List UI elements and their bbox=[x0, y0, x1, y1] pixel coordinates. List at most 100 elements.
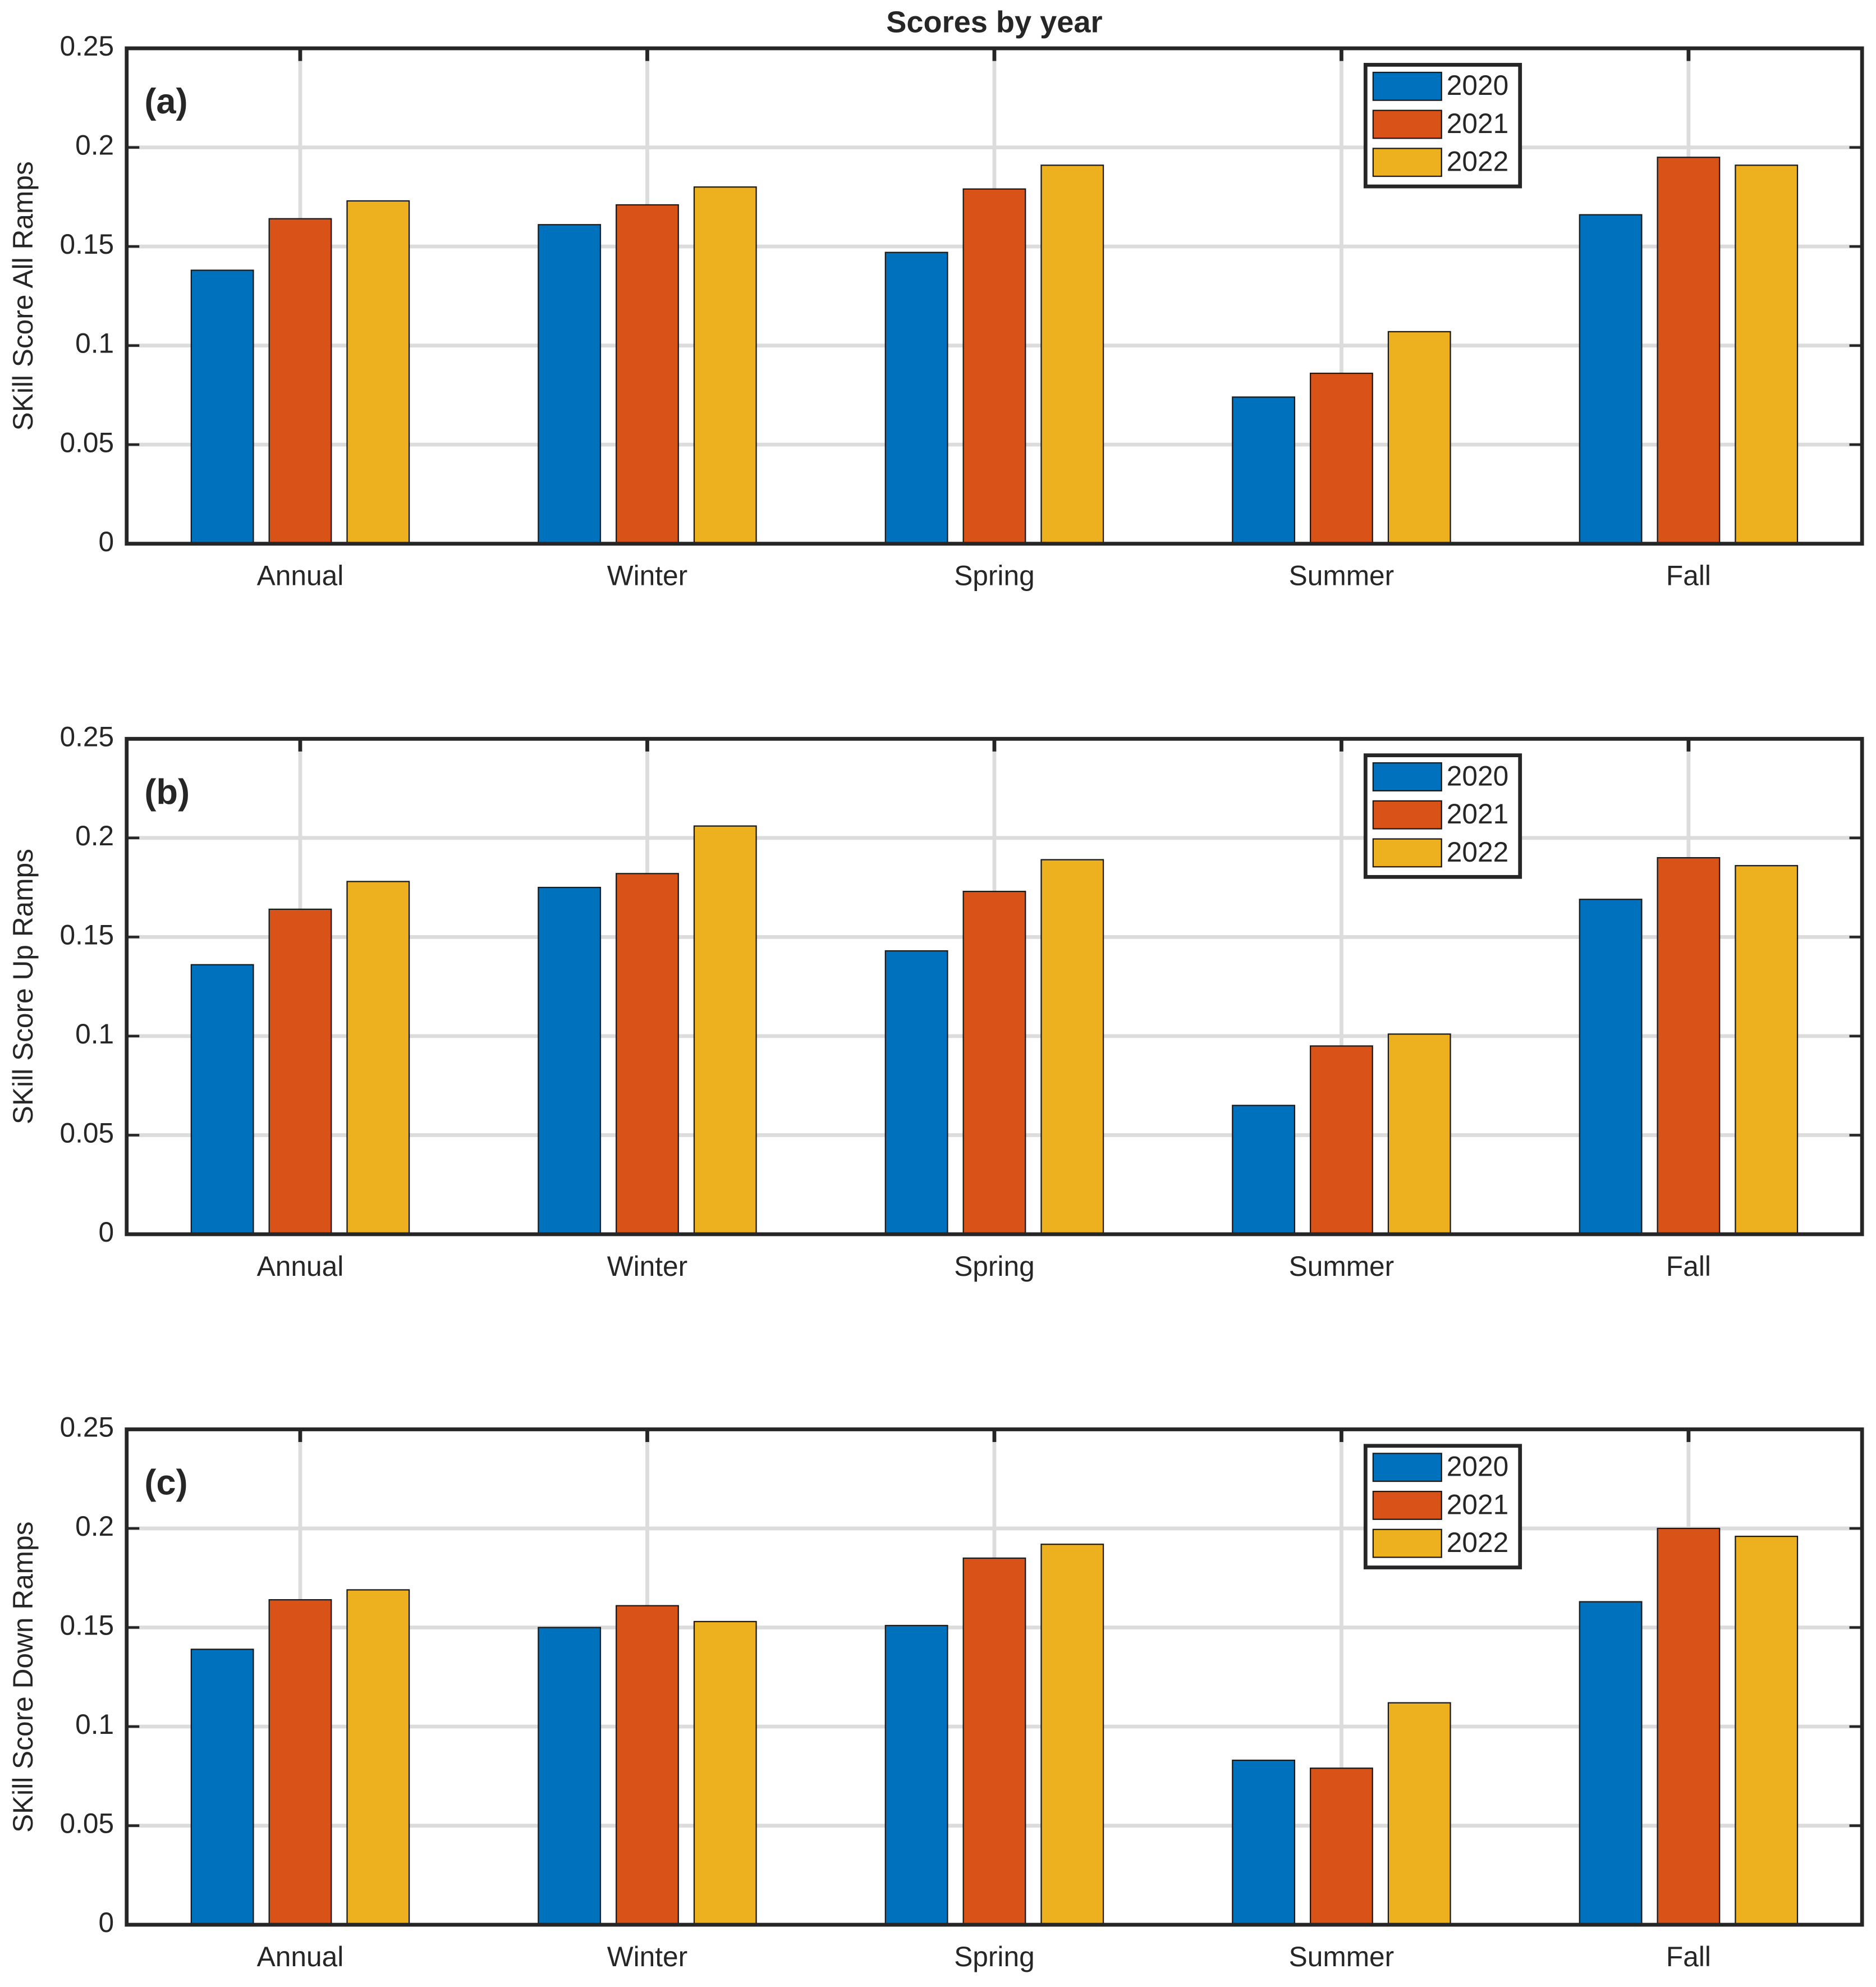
y-tick-label: 0.1 bbox=[75, 1018, 114, 1050]
legend-swatch bbox=[1372, 1528, 1442, 1558]
x-tick-label: Summer bbox=[1289, 560, 1395, 592]
bar bbox=[1735, 865, 1799, 1235]
y-tick-label: 0.15 bbox=[60, 919, 114, 950]
legend-label: 2020 bbox=[1447, 760, 1508, 791]
bar bbox=[190, 964, 254, 1235]
y-axis-label: SKill Score All Ramps bbox=[7, 161, 39, 431]
bar bbox=[1232, 396, 1296, 544]
x-tick-label: Winter bbox=[607, 1251, 687, 1282]
bar bbox=[346, 200, 410, 544]
x-tick-label: Summer bbox=[1289, 1251, 1395, 1282]
bar bbox=[1387, 1702, 1451, 1926]
y-tick-label: 0.05 bbox=[60, 1808, 114, 1839]
y-tick-label: 0.1 bbox=[75, 1709, 114, 1740]
bar bbox=[1579, 1601, 1643, 1926]
y-tick-label: 0 bbox=[99, 1216, 114, 1248]
bar bbox=[693, 186, 757, 544]
bar bbox=[1735, 1536, 1799, 1926]
legend-swatch bbox=[1372, 1453, 1442, 1482]
legend-swatch bbox=[1372, 109, 1442, 139]
legend-label: 2022 bbox=[1447, 836, 1508, 868]
bar bbox=[884, 1624, 948, 1926]
bar bbox=[1579, 899, 1643, 1235]
x-tick-label: Spring bbox=[954, 1941, 1035, 1972]
y-axis-label: SKill Score Up Ramps bbox=[7, 849, 39, 1124]
bar bbox=[884, 251, 948, 544]
bar bbox=[1387, 1033, 1451, 1235]
y-tick-label: 0.15 bbox=[60, 228, 114, 260]
panel-label: (a) bbox=[144, 82, 187, 121]
chart-title: Scores by year bbox=[886, 6, 1102, 39]
bar bbox=[1579, 214, 1643, 544]
legend-label: 2021 bbox=[1447, 1489, 1508, 1520]
y-tick-label: 0.25 bbox=[60, 1412, 114, 1443]
bar bbox=[1387, 331, 1451, 544]
bar bbox=[346, 881, 410, 1235]
bar bbox=[1232, 1105, 1296, 1235]
bar bbox=[1040, 164, 1104, 544]
panel-label: (c) bbox=[144, 1463, 187, 1503]
bar bbox=[693, 825, 757, 1235]
bar bbox=[1657, 857, 1721, 1235]
legend-swatch bbox=[1372, 71, 1442, 101]
x-tick-label: Annual bbox=[257, 1251, 344, 1282]
x-tick-label: Annual bbox=[257, 560, 344, 592]
bar bbox=[268, 908, 332, 1235]
bar bbox=[190, 1649, 254, 1926]
y-tick-label: 0.2 bbox=[75, 130, 114, 161]
y-tick-label: 0.05 bbox=[60, 427, 114, 458]
x-tick-label: Winter bbox=[607, 560, 687, 592]
bar bbox=[1310, 1045, 1373, 1235]
bar bbox=[1310, 1768, 1373, 1926]
x-tick-label: Winter bbox=[607, 1941, 687, 1972]
bar bbox=[1040, 1544, 1104, 1926]
y-tick-label: 0.1 bbox=[75, 328, 114, 359]
x-tick-label: Fall bbox=[1666, 1251, 1711, 1282]
bar bbox=[190, 269, 254, 544]
bar bbox=[616, 1605, 679, 1926]
bar bbox=[538, 1627, 602, 1926]
bar bbox=[538, 224, 602, 544]
bar bbox=[268, 218, 332, 544]
bar bbox=[1657, 157, 1721, 544]
legend-swatch bbox=[1372, 762, 1442, 791]
bar bbox=[1657, 1527, 1721, 1926]
bar bbox=[1310, 372, 1373, 544]
x-tick-label: Fall bbox=[1666, 560, 1711, 592]
axes-box bbox=[125, 1427, 1864, 1927]
legend-swatch bbox=[1372, 838, 1442, 868]
bar bbox=[962, 188, 1026, 544]
bar bbox=[884, 950, 948, 1235]
y-axis-label: SKill Score Down Ramps bbox=[7, 1522, 39, 1833]
y-tick-label: 0.25 bbox=[60, 30, 114, 62]
y-tick-label: 0 bbox=[99, 1907, 114, 1938]
axes-box bbox=[125, 736, 1864, 1237]
bar bbox=[1735, 164, 1799, 544]
bar bbox=[1232, 1759, 1296, 1926]
legend-label: 2020 bbox=[1447, 1451, 1508, 1482]
bar bbox=[616, 873, 679, 1235]
legend-swatch bbox=[1372, 1490, 1442, 1520]
x-tick-label: Spring bbox=[954, 1251, 1035, 1282]
x-tick-label: Fall bbox=[1666, 1941, 1711, 1972]
legend-label: 2020 bbox=[1447, 70, 1508, 101]
legend-label: 2021 bbox=[1447, 798, 1508, 830]
bar bbox=[1040, 859, 1104, 1235]
y-tick-label: 0.15 bbox=[60, 1610, 114, 1641]
legend-label: 2021 bbox=[1447, 108, 1508, 139]
y-tick-label: 0.05 bbox=[60, 1117, 114, 1148]
legend-label: 2022 bbox=[1447, 1527, 1508, 1558]
bar bbox=[616, 204, 679, 544]
y-tick-label: 0.2 bbox=[75, 820, 114, 851]
bar bbox=[346, 1589, 410, 1926]
legend-swatch bbox=[1372, 800, 1442, 830]
bar bbox=[693, 1620, 757, 1926]
legend-label: 2022 bbox=[1447, 146, 1508, 177]
bar bbox=[962, 1557, 1026, 1926]
bar bbox=[268, 1599, 332, 1926]
x-tick-label: Annual bbox=[257, 1941, 344, 1972]
panel-label: (b) bbox=[144, 772, 190, 812]
bar bbox=[962, 890, 1026, 1235]
